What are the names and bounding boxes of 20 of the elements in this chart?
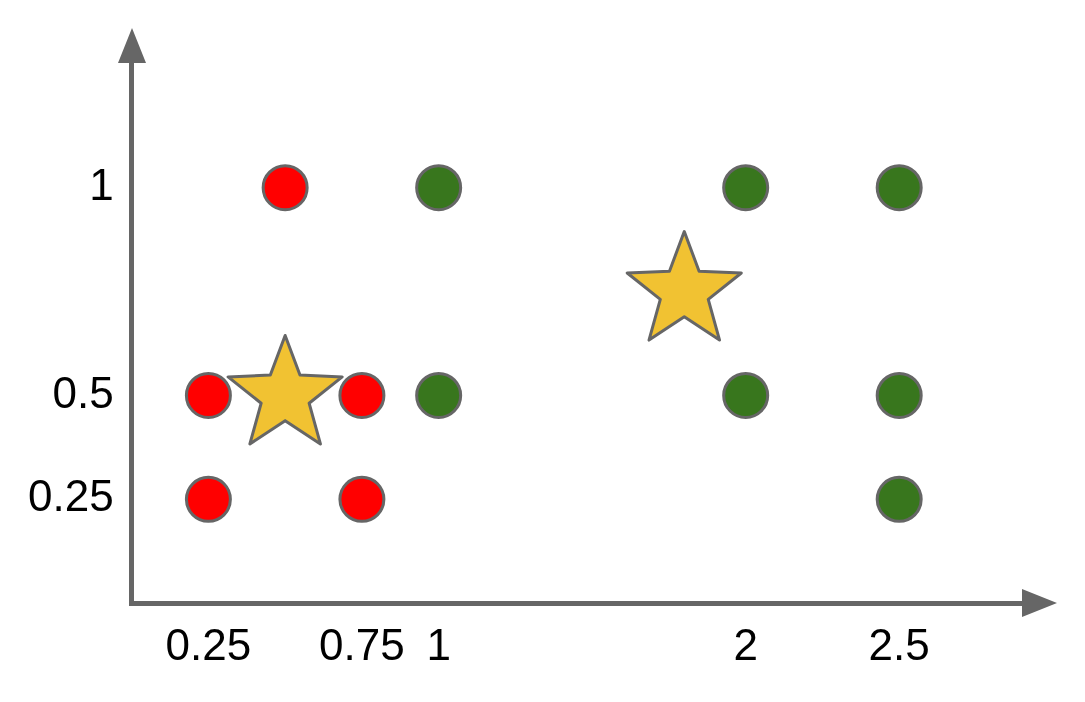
x-tick-label: 0.25 (165, 619, 252, 669)
point (338, 371, 386, 419)
point (722, 164, 770, 212)
point (875, 371, 923, 419)
point (875, 475, 923, 523)
x-tick-label: 2 (733, 619, 758, 669)
point (184, 371, 232, 419)
x-tick-label: 2.5 (868, 619, 930, 669)
point (261, 164, 309, 212)
point (184, 475, 232, 523)
point (415, 164, 463, 212)
point (338, 475, 386, 523)
x-tick-label: 1 (426, 619, 451, 669)
x-tick-label: 0.75 (319, 619, 405, 669)
y-tick-label: 0.5 (52, 367, 114, 417)
y-tick-label: 1 (89, 159, 114, 209)
point (415, 371, 463, 419)
y-tick-label: 0.25 (28, 471, 114, 521)
point (875, 164, 923, 212)
point (722, 371, 770, 419)
